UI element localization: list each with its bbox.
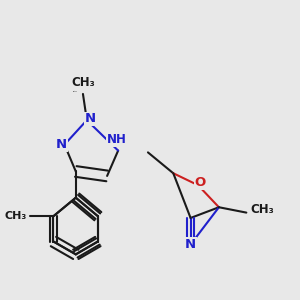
Text: CH₃: CH₃ bbox=[5, 211, 27, 221]
Text: N: N bbox=[84, 112, 95, 125]
Text: N: N bbox=[56, 138, 67, 151]
Text: CH₃: CH₃ bbox=[251, 203, 274, 216]
Text: NH: NH bbox=[107, 133, 127, 146]
Text: CH₃: CH₃ bbox=[71, 76, 95, 89]
Text: N: N bbox=[185, 238, 196, 251]
Text: O: O bbox=[195, 176, 206, 189]
Text: methyl: methyl bbox=[73, 91, 77, 92]
